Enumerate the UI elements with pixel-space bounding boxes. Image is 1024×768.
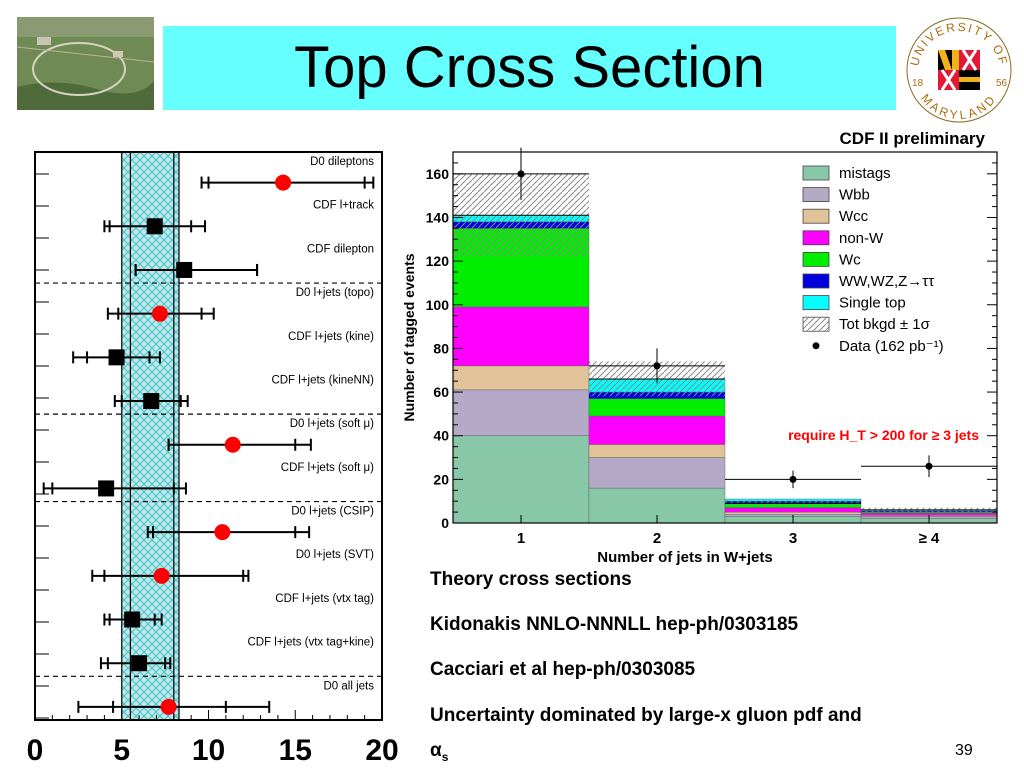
x-tick-label: 20 — [365, 734, 398, 767]
legend-swatch — [802, 251, 830, 267]
bar-segment-wcc — [588, 444, 726, 458]
bar-segment-wcc — [724, 511, 862, 515]
measurement-label: D0 all jets — [324, 680, 375, 692]
bar-segment-wc — [588, 398, 726, 417]
x-tick-label: ≥ 4 — [919, 530, 940, 547]
measurement-label: CDF l+jets (kineNN) — [271, 374, 374, 386]
legend-swatch — [802, 187, 830, 202]
page-number: 39 — [955, 742, 973, 759]
bar-segment-wcc — [452, 365, 590, 391]
x-tick-label: 2 — [653, 530, 661, 547]
y-tick-label: 100 — [426, 297, 450, 313]
x-tick-label: 1 — [517, 530, 525, 547]
measurement-label: D0 l+jets (topo) — [296, 287, 374, 299]
accelerator-aerial-photo — [17, 17, 154, 110]
data-point — [789, 475, 797, 483]
seal-right-year: 56 — [996, 78, 1008, 89]
bar-segment-wbb — [452, 389, 590, 436]
measurement-label: CDF l+track — [313, 200, 374, 212]
alpha-subscript: s — [441, 749, 449, 764]
note-theory-cross-sections: Theory cross sections — [430, 569, 632, 590]
measurement-label: D0 l+jets (soft μ) — [290, 418, 374, 430]
legend-label: Wc — [839, 251, 861, 268]
note-uncertainty: Uncertainty dominated by large-x gluon p… — [430, 705, 862, 726]
measurement-label: D0 dileptons — [310, 156, 374, 168]
cdf-measurement-marker — [143, 393, 160, 410]
y-tick-label: 60 — [433, 384, 449, 400]
measurement-label: CDF l+jets (kine) — [288, 331, 374, 343]
y-tick-label: 80 — [433, 340, 449, 356]
legend-label: Wcc — [839, 208, 869, 225]
y-axis-label: Number of tagged events — [401, 253, 417, 421]
y-tick-label: 20 — [433, 471, 449, 487]
legend-label: mistags — [839, 165, 891, 182]
note-cacciari: Cacciari et al hep-ph/0303085 — [430, 659, 696, 680]
bar-segment-non-w — [588, 415, 726, 445]
cdf-measurement-marker — [176, 261, 193, 278]
note-kidonakis: Kidonakis NNLO-NNNLL hep-ph/0303185 — [430, 614, 799, 635]
measurement-label: D0 l+jets (SVT) — [296, 549, 374, 561]
tagged-events-histogram: CDF II preliminary 0 20 40 60 80 100 120 140 160 1… — [401, 129, 998, 566]
seal-left-year: 18 — [912, 78, 924, 89]
legend-label: non-W — [839, 230, 884, 247]
bar-segment-mistags — [452, 435, 590, 524]
y-tick-label: 120 — [426, 253, 450, 269]
requirement-annotation: require H_T > 200 for ≥ 3 jets — [788, 427, 979, 443]
bar-segment-wbb — [588, 457, 726, 489]
title-bar: Top Cross Section — [163, 26, 896, 110]
plot-frame — [34, 151, 383, 721]
cdf-measurement-marker — [108, 349, 125, 366]
d0-measurement-marker — [275, 174, 292, 191]
legend-label: Data (162 pb⁻¹) — [839, 338, 944, 355]
y-tick-label: 0 — [441, 515, 449, 531]
data-point — [925, 462, 933, 470]
cross-section-measurements-chart: 0 5 10 15 20 D0 dileptons CDF l+track CDF dilep… — [27, 151, 399, 767]
x-tick-label: 5 — [113, 734, 130, 767]
d0-measurement-marker — [224, 436, 241, 453]
data-point — [517, 170, 525, 178]
slide-title: Top Cross Section — [294, 35, 765, 100]
x-tick-label: 15 — [279, 734, 312, 767]
d0-measurement-marker — [153, 567, 170, 584]
d0-measurement-marker — [160, 698, 177, 715]
alpha-symbol: α — [430, 740, 442, 761]
legend-swatch — [802, 230, 830, 246]
cdf-measurement-marker — [131, 655, 148, 672]
legend-label: WW,WZ,Z→ττ — [839, 273, 934, 290]
cdf-measurement-marker — [146, 218, 163, 235]
cdf-measurement-marker — [98, 480, 115, 497]
legend-label: Single top — [839, 295, 906, 312]
x-tick-label: 0 — [27, 734, 44, 767]
measurement-label: CDF l+jets (vtx tag+kine) — [247, 637, 374, 649]
d0-measurement-marker — [151, 305, 168, 322]
x-axis-label: Number of jets in W+jets — [597, 549, 772, 566]
legend-label: Tot bkgd ± 1σ — [839, 316, 931, 333]
x-tick-label: 3 — [789, 530, 797, 547]
histogram-title: CDF II preliminary — [840, 129, 986, 148]
legend-swatch — [802, 295, 830, 311]
data-point — [653, 362, 661, 370]
x-tick-label: 10 — [192, 734, 225, 767]
legend-swatch — [802, 165, 830, 181]
note-alpha-s: αs — [430, 740, 448, 764]
d0-measurement-marker — [214, 524, 231, 541]
measurement-label: D0 l+jets (CSIP) — [291, 506, 374, 518]
bar-segment-non-w — [724, 507, 862, 513]
maryland-shield-icon — [938, 49, 980, 91]
legend-label: Wbb — [839, 187, 870, 204]
cdf-measurement-marker — [124, 611, 141, 628]
y-tick-label: 140 — [426, 209, 450, 225]
y-tick-label: 40 — [433, 428, 449, 444]
legend-swatch — [802, 273, 830, 289]
legend-swatch — [802, 316, 830, 332]
legend-swatch — [802, 208, 830, 224]
measurement-label: CDF dilepton — [307, 243, 374, 255]
bar-segment-non-w — [452, 306, 590, 367]
y-tick-label: 160 — [426, 166, 450, 182]
legend-data-marker — [812, 342, 820, 350]
measurement-label: CDF l+jets (vtx tag) — [275, 593, 374, 605]
university-seal-logo: UNIVERSITY OF MARYLAND 18 56 — [906, 17, 1012, 123]
measurement-label: CDF l+jets (soft μ) — [281, 462, 374, 474]
